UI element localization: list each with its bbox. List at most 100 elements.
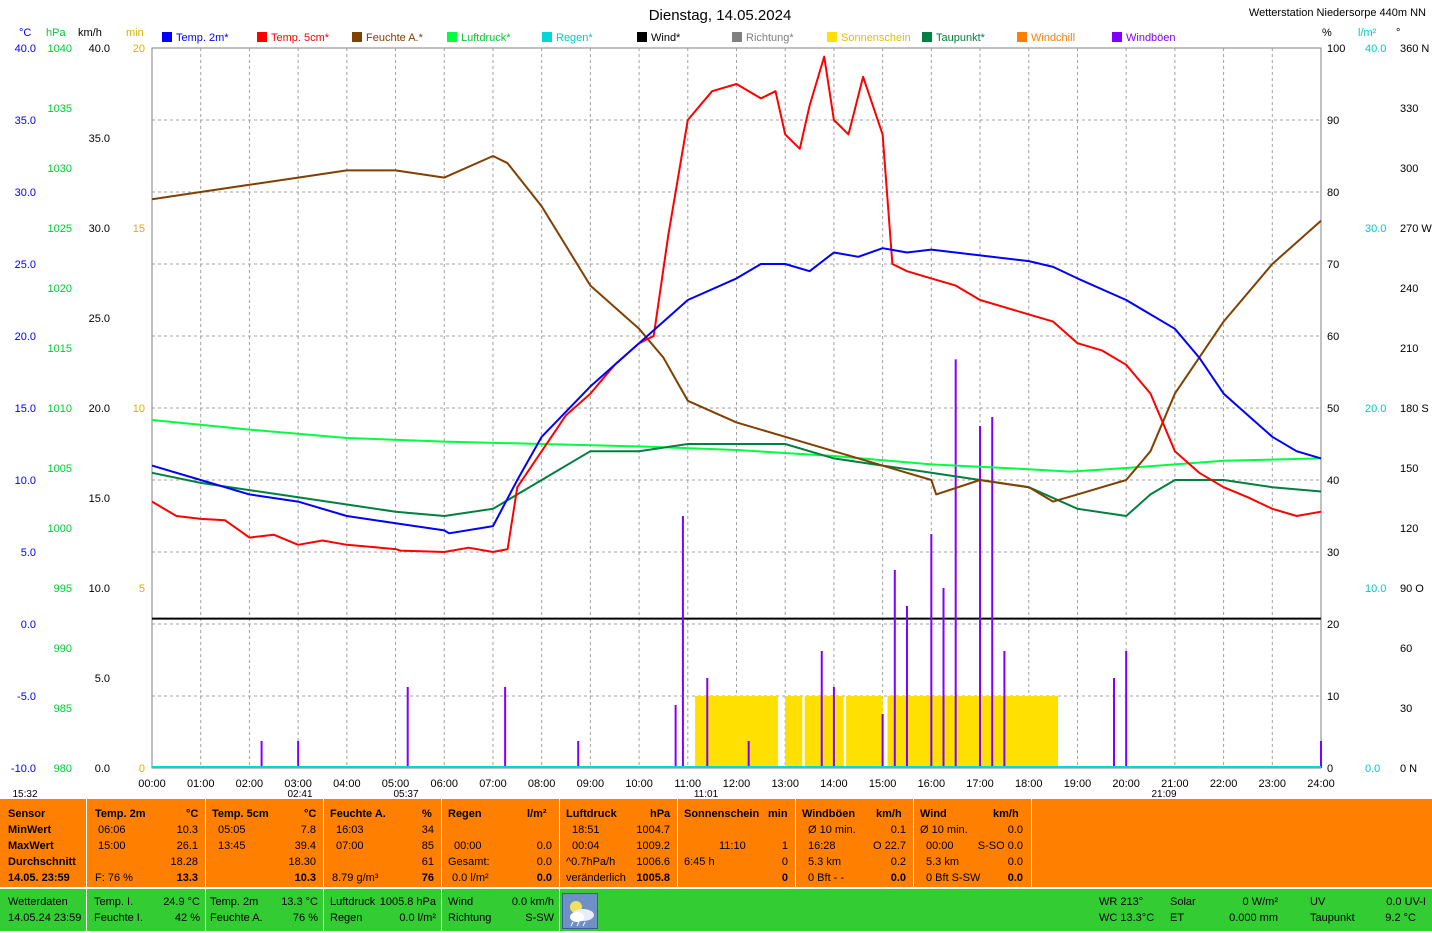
legend-label: Luftdruck* <box>461 32 511 44</box>
legend-label: Sonnenschein <box>841 32 911 44</box>
rain-time: 00:00 <box>454 840 482 852</box>
legend-swatch <box>827 32 837 42</box>
weather-chart: Dienstag, 14.05.2024 Wetterstation Niede… <box>11 7 1432 800</box>
t5-header: Temp. 5cm <box>212 808 269 820</box>
pressure-tick-label: 985 <box>54 703 72 715</box>
rain-unit: l/m² <box>527 808 547 820</box>
hum-header: Feuchte A. <box>330 808 386 820</box>
direction-tick-label: 180 S <box>1400 403 1429 415</box>
humidity-tick-label: 20 <box>1327 619 1339 631</box>
hum-min-time: 16:03 <box>336 824 364 836</box>
wind-tick-label: 10.0 <box>89 583 110 595</box>
outdoor-temp-label: Temp. 2m <box>210 896 259 908</box>
gust-bars <box>152 359 1322 768</box>
gust-distance: 5.3 km <box>808 856 842 868</box>
t2-avg: 18.28 <box>170 856 198 868</box>
pressure-label: Luftdruck <box>330 896 376 908</box>
row-current-label: 14.05. 23:59 <box>8 872 70 884</box>
legend-label: Wind* <box>651 32 681 44</box>
sun-time-label: 15:32 <box>12 789 37 800</box>
rain-tick-label: 40.0 <box>1365 43 1386 55</box>
uv-label: UV <box>1310 896 1326 908</box>
pressure-tick-label: 1015 <box>48 343 72 355</box>
time-tick-label: 19:00 <box>1064 778 1092 790</box>
wind-value: 0.0 km/h <box>511 896 554 908</box>
time-tick-label: 11:00 <box>674 778 701 790</box>
legend-label: Taupunkt* <box>936 32 986 44</box>
rain-total: 0.0 <box>536 856 552 868</box>
gust-avg10: 0.1 <box>890 824 906 836</box>
humidity-tick-label: 30 <box>1327 547 1339 559</box>
unit-hpa: hPa <box>46 27 66 39</box>
direction-tick-label: 300 <box>1400 163 1418 175</box>
time-tick-label: 20:00 <box>1112 778 1140 790</box>
sun-header: Sonnenschein <box>684 808 760 820</box>
wind-unit: km/h <box>993 808 1019 820</box>
sun-max: 1 <box>781 840 788 852</box>
time-tick-label: 02:00 <box>236 778 264 790</box>
gust-current: 0.0 <box>890 872 906 884</box>
sun-max-time: 11:10 <box>719 840 746 852</box>
direction-label: Richtung <box>448 912 492 924</box>
temp-tick-label: 40.0 <box>15 43 36 55</box>
time-tick-label: 21:00 <box>1161 778 1189 790</box>
legend-swatch <box>162 32 172 42</box>
hum-avg: 61 <box>421 856 434 868</box>
et-value: 0.000 mm <box>1229 912 1278 924</box>
rain-total-label: Gesamt: <box>448 856 490 868</box>
row-avg-label: Durchschnitt <box>8 856 76 868</box>
footer-date: 14.05.24 23:59 <box>8 912 82 924</box>
t5-min: 7.8 <box>300 824 316 836</box>
sun-unit: min <box>768 808 788 820</box>
sun-time-label: 11:01 <box>694 789 719 800</box>
rain-value-footer: 0.0 l/m² <box>399 912 436 924</box>
time-tick-label: 08:00 <box>528 778 556 790</box>
t5-unit: °C <box>304 808 317 820</box>
sunshine-tick-label: 15 <box>133 223 145 235</box>
wind-label: Wind <box>448 896 474 908</box>
temp-tick-label: 25.0 <box>15 259 36 271</box>
dewpoint-label: Taupunkt <box>1310 912 1355 924</box>
wind-tick-label: 30.0 <box>89 223 110 235</box>
rain-tick-label: 10.0 <box>1365 583 1386 595</box>
time-tick-label: 00:00 <box>138 778 166 790</box>
time-tick-label: 01:00 <box>187 778 215 790</box>
unit-percent: % <box>1322 27 1332 39</box>
solar-value: 0 W/m² <box>1242 896 1278 908</box>
sun-duration: 6:45 h <box>684 856 715 868</box>
time-tick-label: 09:00 <box>577 778 605 790</box>
legend-swatch <box>637 32 647 42</box>
pressure-tick-label: 1030 <box>48 163 72 175</box>
temp-tick-label: 30.0 <box>15 187 36 199</box>
press-max-time: 00:04 <box>572 840 600 852</box>
temp-tick-label: 35.0 <box>15 115 36 127</box>
pressure-tick-label: 990 <box>54 643 72 655</box>
et-label: ET <box>1170 912 1185 924</box>
unit-min: min <box>126 27 144 39</box>
sun-time-label: 21:09 <box>1151 789 1176 800</box>
statistics-panel: Sensor MinWert MaxWert Durchschnitt 14.0… <box>0 799 1432 887</box>
humidity-tick-label: 80 <box>1327 187 1339 199</box>
direction-tick-label: 90 O <box>1400 583 1424 595</box>
series-line <box>151 155 1322 503</box>
rain-current: 0.0 <box>536 872 552 884</box>
press-trend: ^0.7hPa/h <box>566 856 616 868</box>
pressure-tick-label: 1025 <box>48 223 72 235</box>
wind-max: S-SO 0.0 <box>977 840 1023 852</box>
humidity-tick-label: 60 <box>1327 331 1339 343</box>
t2-min: 10.3 <box>176 824 198 836</box>
outdoor-temp: 13.3 °C <box>281 896 318 908</box>
rain-header: Regen <box>448 808 482 820</box>
direction-tick-label: 60 <box>1400 643 1412 655</box>
legend-label: Temp. 2m* <box>176 32 229 44</box>
outdoor-hum: 76 % <box>292 912 318 924</box>
pressure-tick-label: 1010 <box>48 403 72 415</box>
pressure-tick-label: 1035 <box>48 103 72 115</box>
time-tick-label: 18:00 <box>1015 778 1043 790</box>
time-tick-label: 24:00 <box>1307 778 1335 790</box>
temp-tick-label: 15.0 <box>15 403 36 415</box>
wind-avg: 0.0 <box>1007 856 1023 868</box>
pressure-tick-label: 980 <box>54 763 72 775</box>
wind-tick-label: 25.0 <box>89 313 110 325</box>
sunshine-block <box>887 696 1058 768</box>
